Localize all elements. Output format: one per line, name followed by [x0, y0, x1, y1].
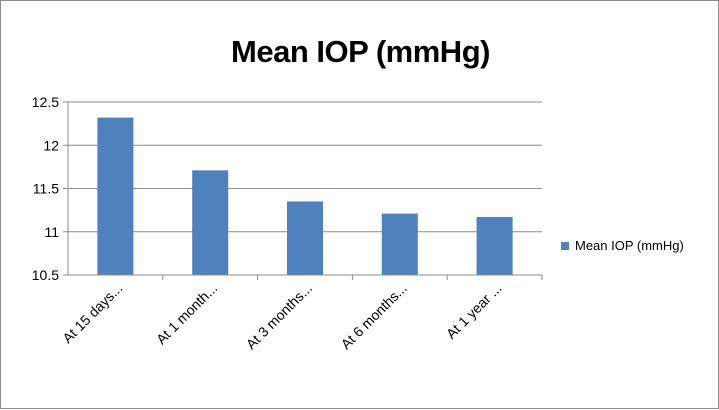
y-tick-label: 12	[43, 137, 59, 153]
bar	[97, 117, 134, 275]
bar	[192, 170, 229, 275]
y-tick-label: 11	[44, 224, 59, 240]
legend-swatch	[561, 241, 569, 250]
bar	[476, 217, 513, 275]
chart-legend: Mean IOP (mmHg)	[561, 238, 684, 253]
legend-label: Mean IOP (mmHg)	[575, 238, 684, 253]
chart-title: Mean IOP (mmHg)	[231, 34, 490, 69]
x-tick-label: At 15 days...	[59, 280, 125, 346]
x-tick-label: At 6 months...	[338, 280, 410, 352]
x-tick-label: At 3 months...	[243, 280, 315, 352]
bar	[286, 201, 324, 275]
y-tick-label: 12.5	[32, 94, 59, 110]
y-tick-label: 11.5	[33, 181, 59, 197]
y-tick-label: 10.5	[32, 267, 59, 283]
x-tick-label: At 1 month...	[153, 280, 220, 347]
bar	[381, 213, 418, 275]
x-tick-label: At 1 year ...	[443, 280, 505, 342]
